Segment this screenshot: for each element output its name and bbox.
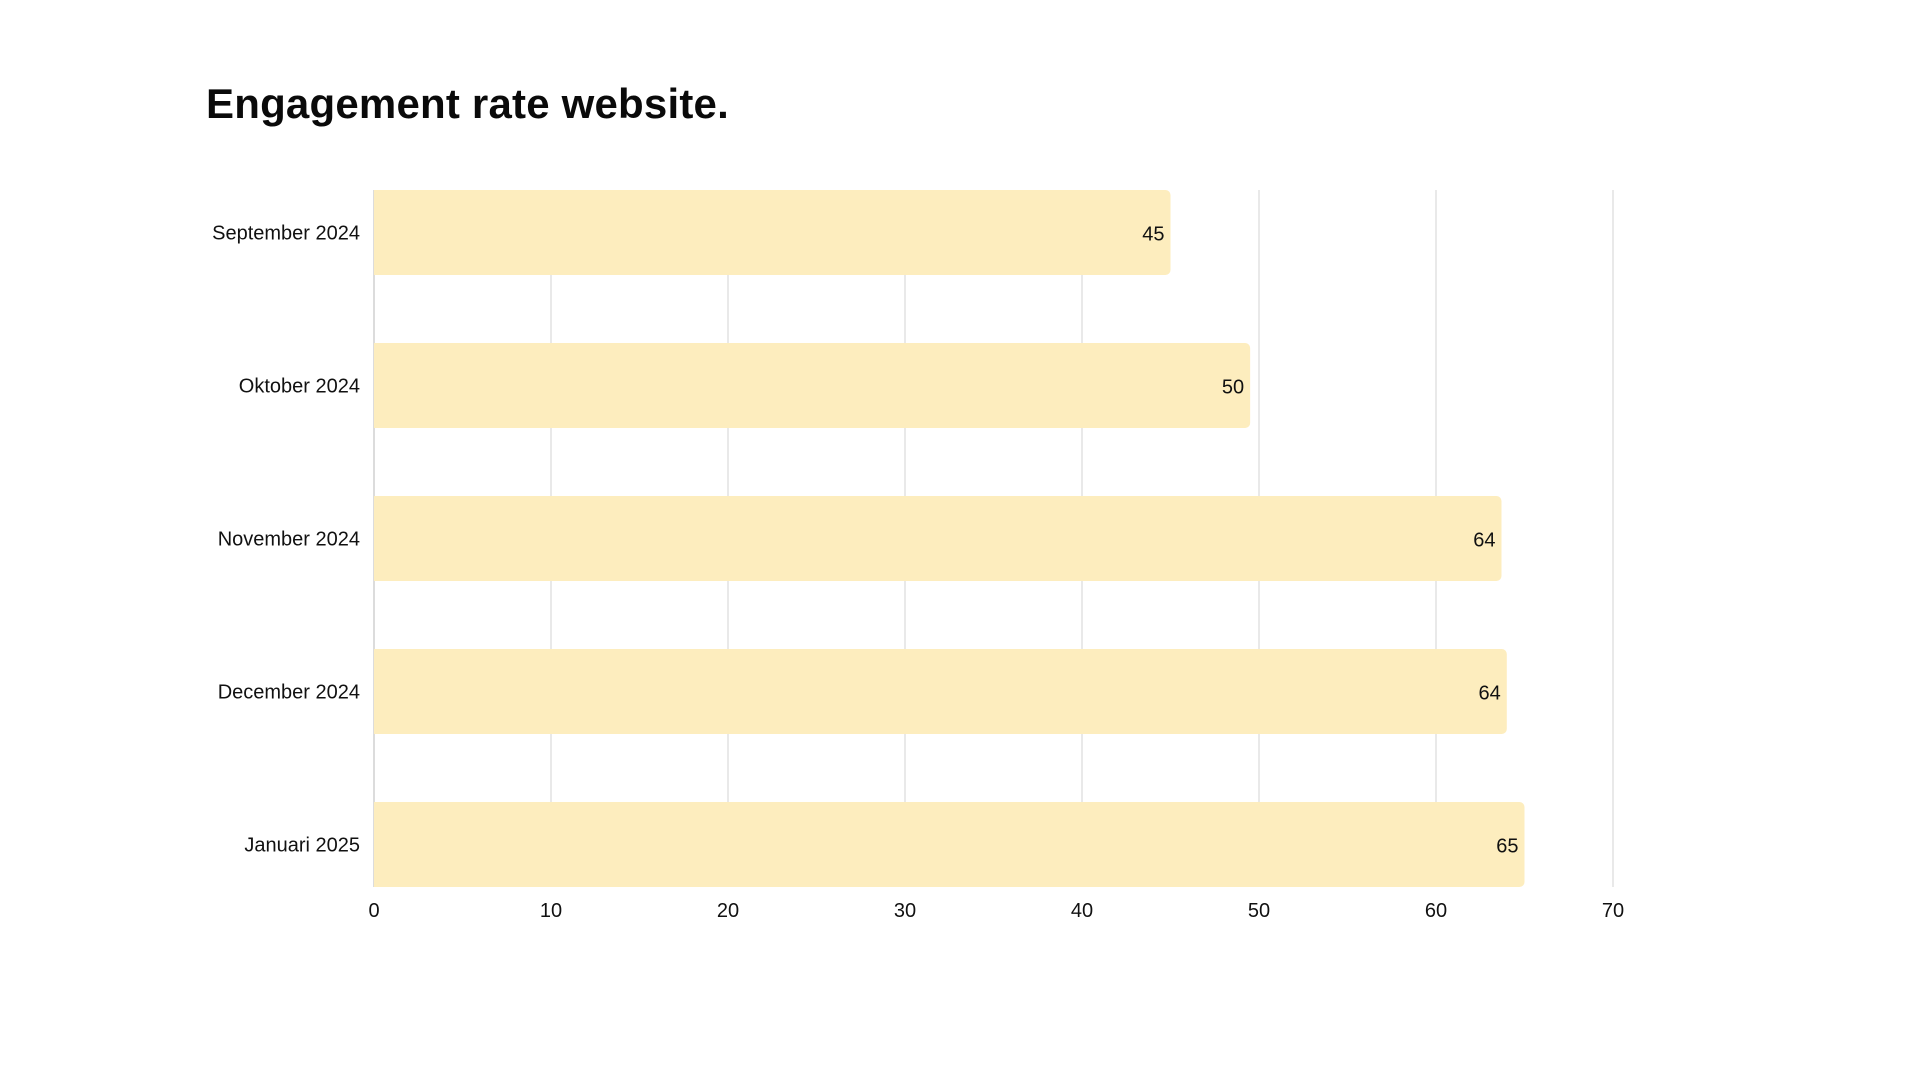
bars — [374, 190, 1525, 887]
bar — [374, 649, 1507, 734]
bar-left-edge — [374, 649, 382, 734]
x-tick-label: 60 — [1425, 900, 1447, 922]
category-label: November 2024 — [218, 529, 360, 551]
bar-value-label: 65 — [1496, 836, 1518, 858]
bar-value-label: 64 — [1479, 683, 1501, 705]
bar-left-edge — [374, 802, 382, 887]
bar-value-label: 45 — [1142, 224, 1164, 246]
x-tick-label: 50 — [1248, 900, 1270, 922]
x-tick-label: 70 — [1602, 900, 1624, 922]
category-label: December 2024 — [218, 682, 360, 704]
labels: 0 10 20 30 40 50 60 70 September 2024 45 Oktober 2… — [212, 223, 1624, 923]
bar-left-edge — [374, 496, 382, 581]
bar — [374, 343, 1251, 428]
x-tick-label: 40 — [1071, 900, 1093, 922]
bar-left-edge — [374, 190, 382, 275]
bar-value-label: 50 — [1222, 377, 1244, 399]
x-tick-label: 20 — [717, 900, 739, 922]
bar-left-edge — [374, 343, 382, 428]
x-tick-label: 10 — [540, 900, 562, 922]
x-tick-label: 0 — [368, 900, 379, 922]
bar — [374, 190, 1171, 275]
bar-value-label: 64 — [1473, 530, 1495, 552]
chart-title: Engagement rate website. — [206, 80, 729, 127]
category-label: Januari 2025 — [244, 835, 360, 857]
category-label: September 2024 — [212, 223, 360, 245]
category-label: Oktober 2024 — [239, 376, 360, 398]
bar — [374, 802, 1525, 887]
x-tick-label: 30 — [894, 900, 916, 922]
bar — [374, 496, 1502, 581]
